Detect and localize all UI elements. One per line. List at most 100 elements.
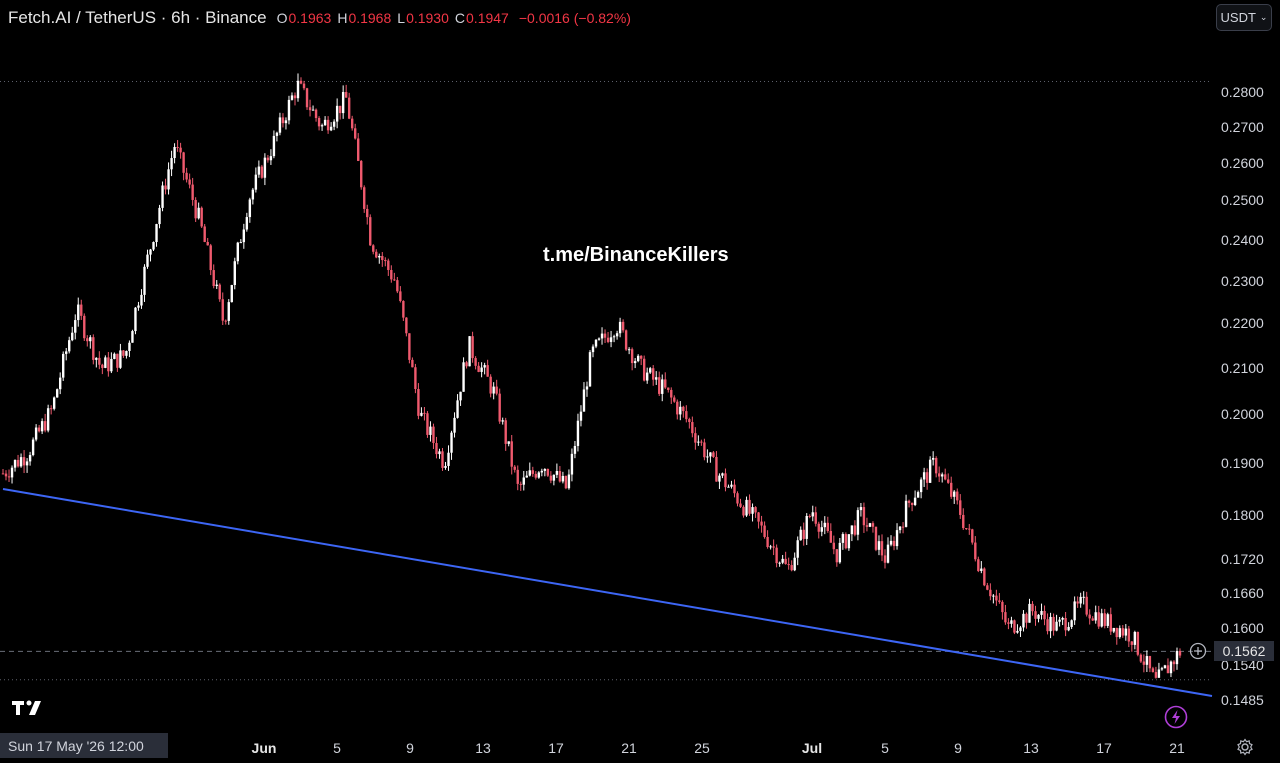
candle-body (790, 565, 793, 571)
candle-body (1037, 614, 1040, 619)
candle-body (329, 126, 333, 131)
candle-body (661, 379, 664, 394)
symbol-title[interactable]: Fetch.AI / TetherUS · 6h · Binance (8, 8, 267, 27)
candle-body (293, 95, 297, 99)
candle-body (621, 321, 625, 331)
candle-body (748, 499, 751, 514)
candle-body (922, 472, 926, 480)
tradingview-logo-icon[interactable] (10, 697, 46, 717)
cursor-date-label: Sun 17 May '26 12:00 (0, 733, 168, 758)
candle-body (420, 412, 423, 416)
candle-body (652, 368, 655, 380)
candle-body (149, 249, 152, 255)
candle-body (104, 357, 107, 368)
candle-body (513, 466, 516, 470)
candle-body (808, 515, 811, 517)
candle-body (1112, 627, 1115, 632)
candle-body (287, 99, 291, 121)
candle-body (844, 534, 848, 549)
candle-body (405, 317, 408, 334)
time-tick-label: 13 (475, 740, 491, 756)
candle-body (260, 166, 264, 178)
candle-body (206, 241, 209, 246)
candle-body (895, 530, 899, 547)
price-tick-label: 0.1660 (1221, 585, 1264, 601)
candle-body (1145, 656, 1149, 665)
time-tick-label: 13 (1023, 740, 1039, 756)
currency-selector-button[interactable]: USDT ⌄ (1216, 4, 1272, 31)
candle-body (1049, 616, 1052, 632)
candle-body (326, 119, 330, 131)
candle-body (862, 507, 866, 526)
candle-body (83, 315, 86, 339)
time-tick-label: 21 (1169, 740, 1185, 756)
candle-body (859, 507, 863, 511)
candle-body (438, 451, 441, 455)
candle-body (1091, 618, 1094, 621)
candle-body (248, 199, 252, 218)
candle-body (1088, 614, 1091, 619)
candle-body (992, 595, 995, 597)
candle-body (25, 461, 29, 466)
current-price-label: 0.1562 (1214, 641, 1274, 661)
candle-body (411, 359, 414, 368)
candle-body (989, 589, 992, 597)
candle-body (760, 521, 763, 526)
candle-body (1115, 627, 1118, 638)
price-axis[interactable]: 0.2800 0.2700 0.2600 0.2500 0.2400 0.2300 0.22… (1212, 60, 1280, 730)
candle-body (1025, 613, 1028, 623)
price-tick-label: 0.2000 (1221, 406, 1264, 422)
candle-body (1013, 620, 1016, 633)
candle-body (980, 568, 983, 571)
time-axis[interactable]: Jun 5 9 13 17 21 25 Jul 5 9 13 17 21 (0, 733, 1212, 763)
candle-body (597, 338, 601, 340)
ohlc-readout: O0.1963 H0.1968 L0.1930 C0.1947 −0.0016 … (277, 10, 631, 26)
candle-body (1121, 628, 1125, 636)
time-tick-label: Jun (251, 740, 277, 756)
candle-body (727, 486, 730, 488)
candle-body (528, 470, 531, 476)
candle-body (360, 160, 363, 188)
candle-body (447, 452, 450, 466)
price-tick-label: 0.2100 (1221, 360, 1264, 376)
candle-body (239, 242, 243, 244)
candle-body (266, 157, 270, 161)
candle-body (1022, 613, 1025, 628)
candle-body (254, 174, 258, 190)
close-value: 0.1947 (466, 10, 509, 26)
candle-body (86, 338, 89, 342)
candle-body (390, 269, 393, 280)
candle-body (1085, 596, 1088, 615)
candle-body (700, 441, 703, 443)
candle-body (853, 525, 857, 535)
flash-icon[interactable] (1164, 705, 1188, 729)
candle-body (299, 80, 303, 84)
candle-body (113, 353, 116, 359)
candle-body (1097, 612, 1100, 627)
candle-body (805, 515, 808, 539)
candle-body (1166, 665, 1170, 674)
candle-body (170, 158, 173, 170)
candle-body (375, 251, 378, 258)
candle-body (1130, 641, 1134, 645)
plus-circle-icon[interactable] (1187, 641, 1209, 661)
time-tick-label: 17 (1096, 740, 1112, 756)
candle-body (525, 475, 528, 478)
price-tick-label: 0.2300 (1221, 273, 1264, 289)
candle-body (658, 377, 661, 394)
candle-body (245, 217, 249, 230)
candle-body (585, 386, 589, 390)
candle-body (775, 547, 778, 564)
candle-body (537, 472, 541, 478)
gear-icon[interactable] (1236, 738, 1254, 756)
candle-body (724, 473, 727, 488)
candle-body (284, 120, 288, 124)
candle-body (128, 342, 131, 352)
candle-body (308, 107, 312, 111)
candle-body (257, 166, 261, 175)
candle-body (1136, 631, 1140, 655)
candle-body (718, 475, 721, 482)
candle-body (781, 558, 784, 563)
candle-body (811, 512, 814, 517)
